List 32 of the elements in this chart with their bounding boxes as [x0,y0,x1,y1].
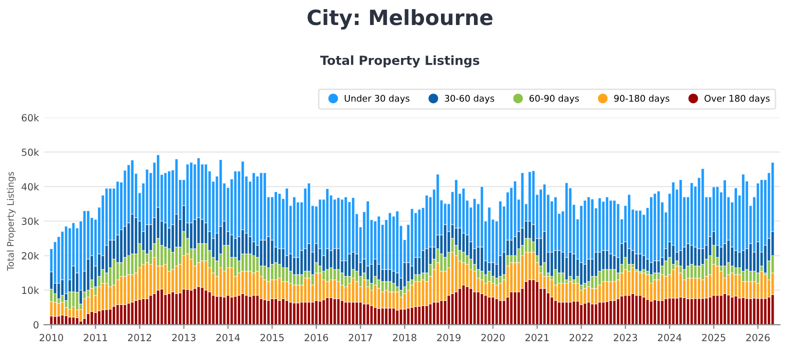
x-tick-label: 2013 [172,334,196,342]
x-tick-label: 2017 [348,334,372,342]
y-tick-label: 50k [22,148,40,156]
x-tick-label: 2024 [658,334,682,342]
legend-label: 60-90 days [530,94,579,104]
x-tick-label: 2019 [437,334,460,342]
legend-label: Over 180 days [704,94,770,104]
legend-label: 90-180 days [614,94,670,104]
y-tick-label: 0 [34,321,38,329]
x-tick-label: 2016 [304,334,328,342]
x-tick-label: 2023 [614,334,638,342]
x-tick-label: 2025 [702,334,726,342]
legend-label: Under 30 days [344,94,410,104]
x-tick-label: 2026 [746,334,770,342]
x-tick-label: 2012 [128,334,152,342]
x-tick-label: 2020 [481,334,505,342]
x-tick-label: 2015 [260,334,284,342]
chart-subtitle: Total Property Listings [320,55,480,68]
x-tick-label: 2010 [40,334,64,342]
x-tick-label: 2021 [525,334,549,342]
chart-title: City: Melbourne [308,9,492,30]
y-tick-label: 10k [22,286,40,294]
y-tick-label: 40k [22,182,40,190]
x-tick-label: 2022 [570,334,593,342]
x-tick-label: 2014 [216,334,240,342]
y-tick-label: 30k [22,217,40,225]
x-tick-label: 2011 [84,334,107,342]
y-tick-label: 20k [22,252,40,260]
y-axis-title: Total Property Listings [6,172,16,271]
legend-label: 30-60 days [444,94,494,104]
y-tick-label: 60k [22,114,40,122]
x-tick-label: 2018 [392,334,416,342]
